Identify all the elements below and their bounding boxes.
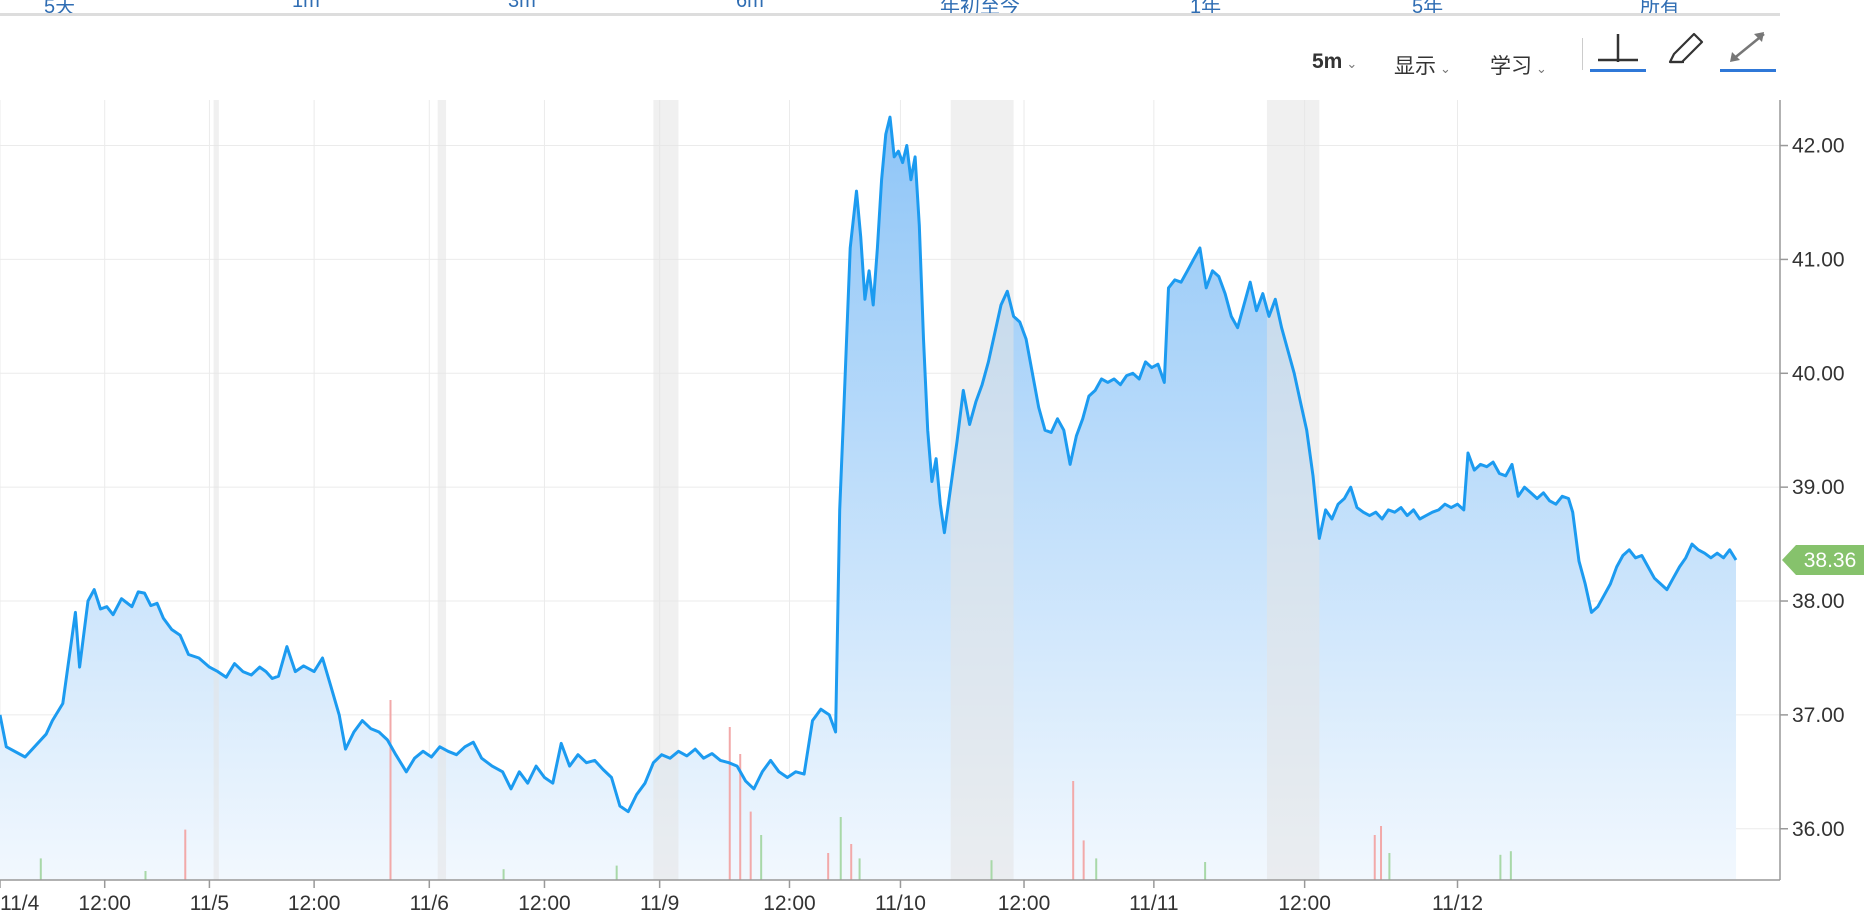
- off-hours-band: [1266, 100, 1320, 880]
- y-tick-label: 36.00: [1792, 818, 1845, 841]
- volume-bar: [1388, 853, 1391, 880]
- volume-bar: [749, 811, 752, 880]
- volume-bar: [39, 858, 42, 880]
- current-price-label: 38.36: [1804, 549, 1857, 572]
- x-tick-label: 12:00: [518, 892, 571, 915]
- interval-label: 5m: [1312, 50, 1343, 73]
- volume-bar: [760, 835, 763, 880]
- x-tick-label: 11/9: [640, 892, 679, 915]
- chevron-down-icon: ⌄: [1536, 61, 1547, 76]
- volume-bar: [990, 860, 993, 880]
- fullscreen-underline: [1720, 69, 1776, 72]
- volume-bar: [739, 754, 742, 880]
- display-label: 显示: [1394, 55, 1436, 78]
- toolbar-separator: [1582, 38, 1583, 70]
- chevron-down-icon: ⌄: [1346, 56, 1358, 71]
- volume-bar: [850, 844, 853, 880]
- x-tick-label: 12:00: [78, 892, 131, 915]
- volume-bar: [184, 829, 187, 880]
- x-tick-label: 11/6: [410, 892, 449, 915]
- learn-label: 学习: [1490, 55, 1532, 78]
- chevron-down-icon: ⌄: [1440, 61, 1451, 76]
- volume-bar: [1072, 781, 1075, 880]
- interval-dropdown[interactable]: 5m ⌄: [1312, 50, 1357, 74]
- range-tabs: 5天 1m 3m 6m 年初至今 1年 5年 所有: [0, 0, 1780, 18]
- fullscreen-button[interactable]: [1720, 28, 1776, 72]
- off-hours-band: [437, 100, 447, 880]
- expand-icon: [1730, 32, 1765, 62]
- y-tick-label: 42.00: [1792, 135, 1845, 158]
- x-tick-label: 11/11: [1129, 892, 1178, 915]
- off-hours-band: [213, 100, 219, 880]
- pencil-icon: [1668, 32, 1704, 64]
- tabs-divider: [0, 13, 1780, 16]
- y-tick-label: 41.00: [1792, 248, 1845, 271]
- volume-bar: [839, 817, 842, 880]
- range-tab-6m[interactable]: 6m: [736, 0, 764, 12]
- volume-bar: [389, 700, 392, 880]
- y-tick-label: 40.00: [1792, 362, 1845, 385]
- crosshair-icon: [1598, 34, 1638, 62]
- volume-bar: [615, 865, 618, 880]
- volume-bar: [1373, 835, 1376, 880]
- display-dropdown[interactable]: 显示 ⌄: [1394, 50, 1451, 80]
- range-tab-3m[interactable]: 3m: [508, 0, 536, 12]
- volume-bar: [1082, 840, 1085, 880]
- x-tick-label: 12:00: [288, 892, 341, 915]
- x-tick-label: 11/12: [1432, 892, 1483, 915]
- volume-bar: [1380, 826, 1383, 880]
- volume-bar: [1204, 862, 1207, 880]
- x-tick-label: 12:00: [763, 892, 816, 915]
- volume-bar: [1499, 854, 1502, 880]
- y-tick-label: 39.00: [1792, 476, 1845, 499]
- y-tick-label: 37.00: [1792, 704, 1845, 727]
- learn-dropdown[interactable]: 学习 ⌄: [1490, 50, 1547, 80]
- price-line[interactable]: [0, 115, 1738, 814]
- current-price-badge: [1782, 545, 1864, 576]
- volume-bar: [144, 871, 147, 880]
- x-tick-label: 11/4: [0, 892, 40, 915]
- volume-bar: [858, 858, 861, 880]
- volume-bar: [1095, 858, 1098, 880]
- crosshair-button[interactable]: [1590, 28, 1646, 72]
- off-hours-band: [950, 100, 1014, 880]
- x-tick-label: 11/5: [190, 892, 229, 915]
- off-hours-band: [653, 100, 679, 880]
- volume-bar: [1509, 851, 1512, 880]
- volume-bar: [502, 869, 505, 880]
- x-tick-label: 11/10: [875, 892, 926, 915]
- crosshair-underline: [1590, 69, 1646, 72]
- draw-button[interactable]: [1660, 28, 1716, 72]
- x-tick-label: 12:00: [1278, 892, 1331, 915]
- x-tick-label: 12:00: [998, 892, 1051, 915]
- volume-bar: [827, 853, 830, 880]
- y-tick-label: 38.00: [1792, 590, 1845, 613]
- range-tab-1m[interactable]: 1m: [292, 0, 320, 12]
- volume-bar: [728, 727, 731, 880]
